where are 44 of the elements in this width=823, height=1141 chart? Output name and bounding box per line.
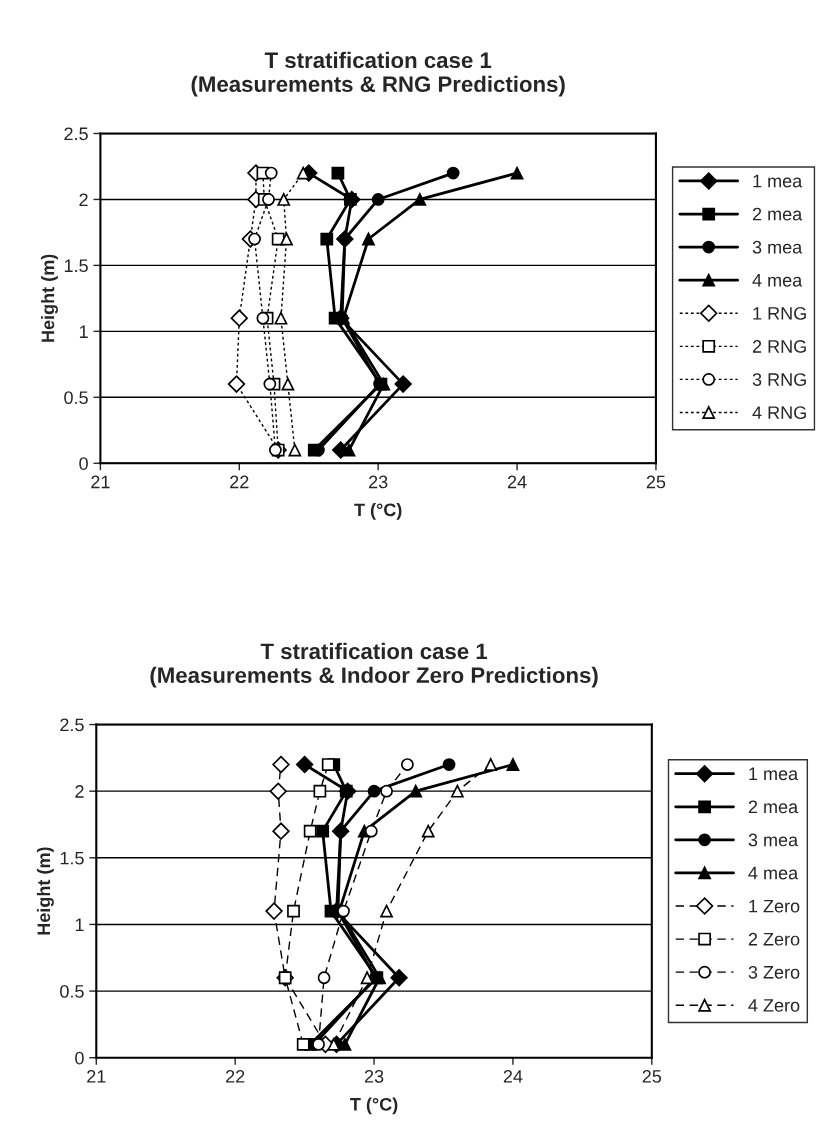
- x-tick-label: 22: [226, 1069, 245, 1083]
- x-tick-label: 22: [230, 475, 249, 489]
- y-tick-label: 1: [75, 918, 84, 931]
- legend-label: 1 mea: [749, 767, 799, 781]
- legend-label: 1 RNG: [753, 306, 806, 320]
- chart-title: T stratification case 1 (Measurements & Indoor Zero Predictions): [150, 642, 598, 688]
- legend-label: 2 mea: [752, 207, 803, 221]
- legend-label: 4 mea: [752, 274, 803, 287]
- legend-label: 3 RNG: [752, 373, 806, 386]
- y-axis-title: Height (m): [41, 254, 58, 342]
- y-tick-label: 1: [79, 325, 88, 338]
- legend-label: 4 RNG: [752, 406, 806, 419]
- x-tick-label: 21: [87, 1069, 106, 1083]
- y-tick-label: 2: [79, 193, 88, 206]
- legend-label: 3 mea: [748, 833, 799, 847]
- chart-title: T stratification case 1 (Measurements & RNG Predictions): [191, 51, 565, 97]
- legend-label: 1 Zero: [749, 899, 800, 913]
- x-tick-label: 23: [364, 1069, 384, 1083]
- x-tick-label: 25: [646, 475, 666, 489]
- legend-label: 2 RNG: [752, 340, 806, 353]
- y-tick-label: 0.5: [64, 391, 88, 405]
- y-tick-label: 0: [75, 1051, 84, 1065]
- x-tick-label: 25: [642, 1069, 662, 1083]
- y-tick-label: 2.5: [64, 127, 88, 141]
- legend-label: 1 mea: [753, 174, 803, 188]
- x-tick-label: 23: [369, 475, 388, 489]
- x-tick-label: 24: [507, 475, 527, 489]
- y-tick-label: 0: [79, 457, 88, 470]
- legend-label: 3 mea: [752, 240, 803, 254]
- y-tick-label: 1.5: [60, 851, 84, 865]
- legend-label: 4 Zero: [748, 999, 800, 1012]
- y-axis-title: Height (m): [36, 847, 54, 935]
- legend-label: 2 mea: [748, 800, 799, 814]
- y-tick-label: 0.5: [60, 985, 84, 998]
- y-tick-label: 2.5: [60, 718, 84, 732]
- legend-label: 3 Zero: [748, 965, 800, 979]
- y-tick-label: 2: [75, 785, 84, 798]
- x-axis-title: T (°C): [350, 1097, 398, 1115]
- x-axis-title: T (°C): [354, 502, 402, 520]
- legend-label: 2 Zero: [748, 932, 800, 946]
- x-tick-label: 21: [91, 475, 110, 489]
- legend-label: 4 mea: [748, 866, 799, 880]
- x-tick-label: 24: [503, 1069, 523, 1083]
- y-tick-label: 1.5: [64, 259, 88, 273]
